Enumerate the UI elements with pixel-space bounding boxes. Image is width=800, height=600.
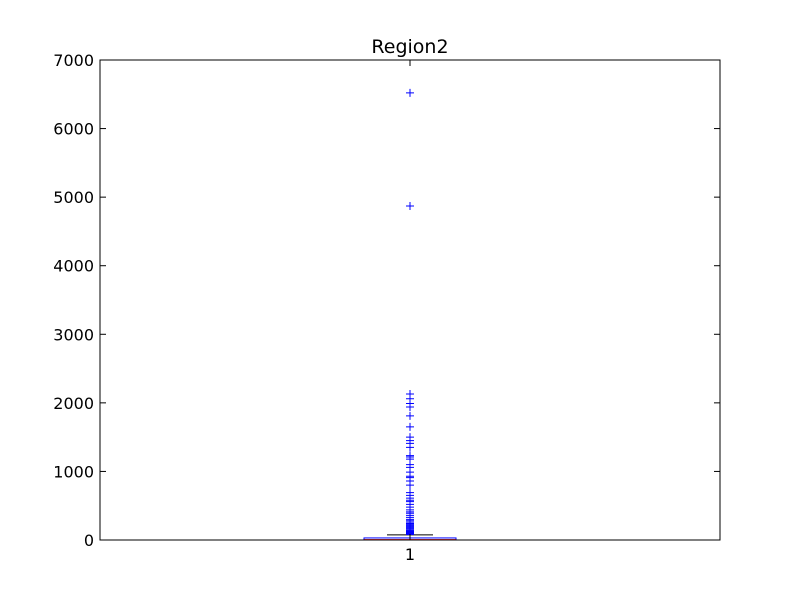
y-tick-label: 1000 <box>53 462 94 481</box>
axes-frame <box>99 59 721 541</box>
y-tick-label: 0 <box>84 531 94 550</box>
outlier-point <box>406 202 414 211</box>
outlier-point <box>406 402 414 411</box>
outlier-point <box>406 443 414 452</box>
x-axis-ticks: 1 <box>405 60 415 564</box>
y-axis-ticks: 0 1000 2000 3000 4000 5000 6000 7000 <box>53 51 720 550</box>
y-tick-label: 3000 <box>53 325 94 344</box>
outlier-point <box>406 411 414 420</box>
chart-title: Region2 <box>371 36 448 58</box>
y-tick-label: 2000 <box>53 394 94 413</box>
y-tick-label: 5000 <box>53 188 94 207</box>
outlier-point <box>406 88 414 97</box>
y-tick-label: 6000 <box>53 120 94 139</box>
y-tick-label: 4000 <box>53 257 94 276</box>
outlier-point <box>406 422 414 431</box>
outlier-point <box>406 481 414 490</box>
y-tick-label: 7000 <box>53 51 94 70</box>
x-tick-label: 1 <box>405 545 415 564</box>
